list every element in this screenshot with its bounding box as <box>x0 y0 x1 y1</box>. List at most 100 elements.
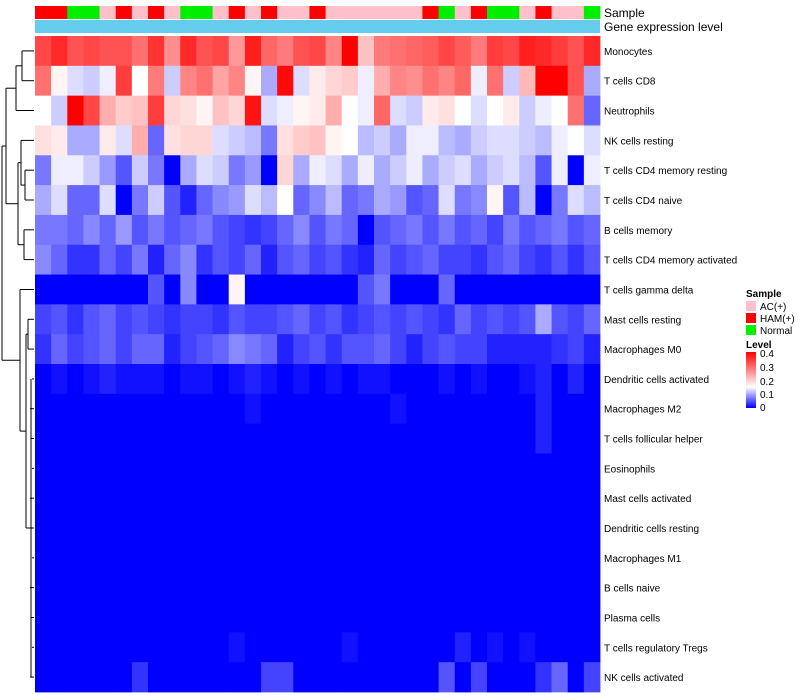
heatmap-cell <box>99 185 117 216</box>
heatmap-cell <box>180 36 197 67</box>
heatmap-cell <box>261 214 278 246</box>
heatmap-cell <box>487 483 504 514</box>
heatmap-cell <box>406 244 423 275</box>
heatmap-cell <box>309 483 326 514</box>
heatmap-cell <box>131 155 149 186</box>
heatmap-cell <box>551 423 569 454</box>
heatmap-cell <box>422 572 439 603</box>
heatmap-cell <box>83 364 100 395</box>
heatmap-cell <box>67 214 84 246</box>
heatmap-cell <box>212 185 230 216</box>
row-label: Neutrophils <box>604 107 655 118</box>
heatmap-cell <box>390 214 407 246</box>
heatmap-cell <box>325 214 343 246</box>
heatmap-cell <box>212 423 230 454</box>
heatmap-cell <box>406 36 423 67</box>
heatmap-cell <box>325 393 343 425</box>
heatmap-cell <box>164 214 181 246</box>
heatmap-cell <box>228 155 246 186</box>
heatmap-cell <box>164 125 181 156</box>
heatmap-cell <box>115 483 133 514</box>
heatmap-cell <box>567 95 585 126</box>
heatmap-cell <box>309 304 326 335</box>
heatmap-cell <box>67 95 84 126</box>
heatmap-cell <box>196 95 213 126</box>
heatmap-cell <box>309 393 326 425</box>
heatmap-cell <box>325 334 343 365</box>
heatmap-cell <box>35 185 52 216</box>
heatmap-cell <box>357 602 375 633</box>
heatmap-cell <box>277 95 294 126</box>
heatmap-cell <box>244 155 262 186</box>
heatmap-cell <box>228 36 246 67</box>
heatmap-cell <box>374 185 391 216</box>
heatmap-cell <box>309 662 326 693</box>
heatmap-cell <box>503 453 520 484</box>
heatmap-cell <box>438 423 456 454</box>
heatmap-cell <box>228 453 246 484</box>
heatmap-cell <box>196 125 213 156</box>
heatmap-cell <box>293 125 310 156</box>
heatmap-cell <box>244 244 262 275</box>
heatmap-cell <box>35 542 52 574</box>
heatmap-cell <box>567 214 585 246</box>
heatmap-cell <box>51 65 68 97</box>
heatmap-cell <box>583 95 601 126</box>
heatmap-cell <box>583 65 601 97</box>
heatmap-cell <box>83 423 100 454</box>
heatmap-cell <box>196 423 213 454</box>
heatmap-cell <box>99 125 117 156</box>
row-label: Dendritic cells resting <box>604 524 699 535</box>
heatmap-cell <box>487 513 504 544</box>
heatmap-cell <box>567 155 585 186</box>
heatmap-cell <box>503 95 520 126</box>
heatmap-cell <box>551 364 569 395</box>
heatmap-cell <box>422 662 439 693</box>
heatmap-cell <box>535 662 552 693</box>
heatmap-cell <box>35 65 52 97</box>
heatmap-cell <box>277 36 294 67</box>
heatmap-cell <box>277 632 294 663</box>
heatmap-cell <box>583 125 601 156</box>
heatmap-cell <box>454 65 472 97</box>
heatmap-cell <box>503 632 520 663</box>
heatmap-cell <box>228 393 246 425</box>
sample-annotation-cell <box>212 6 230 19</box>
heatmap-cell <box>148 483 165 514</box>
heatmap-cell <box>422 155 439 186</box>
heatmap-cell <box>470 393 488 425</box>
heatmap-cell <box>196 393 213 425</box>
heatmap-cell <box>406 95 423 126</box>
heatmap-cell <box>293 304 310 335</box>
heatmap-cell <box>277 483 294 514</box>
heatmap-cell <box>67 65 84 97</box>
heatmap-cell <box>374 572 391 603</box>
heatmap-cell <box>99 393 117 425</box>
heatmap-cell <box>422 423 439 454</box>
heatmap-cell <box>99 483 117 514</box>
heatmap-cell <box>551 274 569 305</box>
heatmap-cell <box>567 423 585 454</box>
heatmap-cell <box>325 244 343 275</box>
heatmap-cell <box>212 364 230 395</box>
heatmap-cell <box>244 334 262 365</box>
heatmap-cell <box>228 304 246 335</box>
heatmap-cell <box>309 214 326 246</box>
heatmap-cell <box>567 602 585 633</box>
heatmap-cell <box>196 185 213 216</box>
heatmap-cell <box>180 602 197 633</box>
heatmap-cell <box>277 244 294 275</box>
heatmap-cell <box>212 95 230 126</box>
heatmap-cell <box>438 185 456 216</box>
heatmap-cell <box>438 36 456 67</box>
heatmap-cell <box>422 185 439 216</box>
heatmap-cell <box>180 334 197 365</box>
heatmap-cell <box>196 65 213 97</box>
heatmap-cell <box>212 304 230 335</box>
heatmap-cell <box>487 65 504 97</box>
heatmap-cell <box>99 304 117 335</box>
heatmap-cell <box>309 125 326 156</box>
heatmap-cell <box>438 244 456 275</box>
heatmap-cell <box>357 632 375 663</box>
heatmap-cell <box>503 513 520 544</box>
